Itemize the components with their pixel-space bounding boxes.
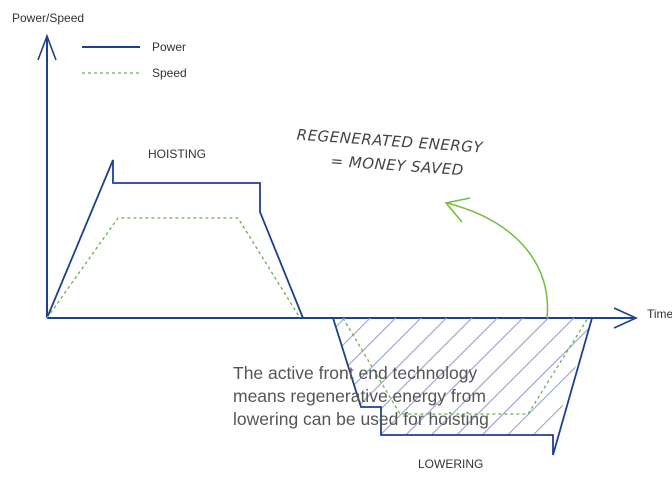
x-axis-arrowhead [613,307,638,329]
caption: The active front end technology means re… [233,362,543,431]
annotation-line-2: = MONEY SAVED [330,152,464,179]
regenerated-energy-area [333,318,592,435]
speed-curve-lowering [342,317,589,415]
y-axis-arrowhead [37,33,57,61]
power-curve-hoisting [46,159,304,319]
speed-curve-hoisting [46,217,301,319]
legend-speed-label: Speed [152,66,187,80]
y-axis-label: Power/Speed [12,11,84,25]
legend-power-label: Power [152,40,186,54]
lowering-label: LOWERING [418,457,483,471]
annotation-line-1: REGENERATED ENERGY [296,126,485,157]
x-axis-label: Time [647,307,672,321]
hoisting-label: HOISTING [148,147,206,161]
power-curve-lowering [332,317,593,456]
caption-line-1: The active front end technology [233,363,478,383]
caption-line-3: lowering can be used for hoisting [233,409,489,429]
caption-line-2: means regenerative energy from [233,386,486,406]
regeneration-arrow [446,202,549,319]
regeneration-arrow-head [444,197,471,223]
